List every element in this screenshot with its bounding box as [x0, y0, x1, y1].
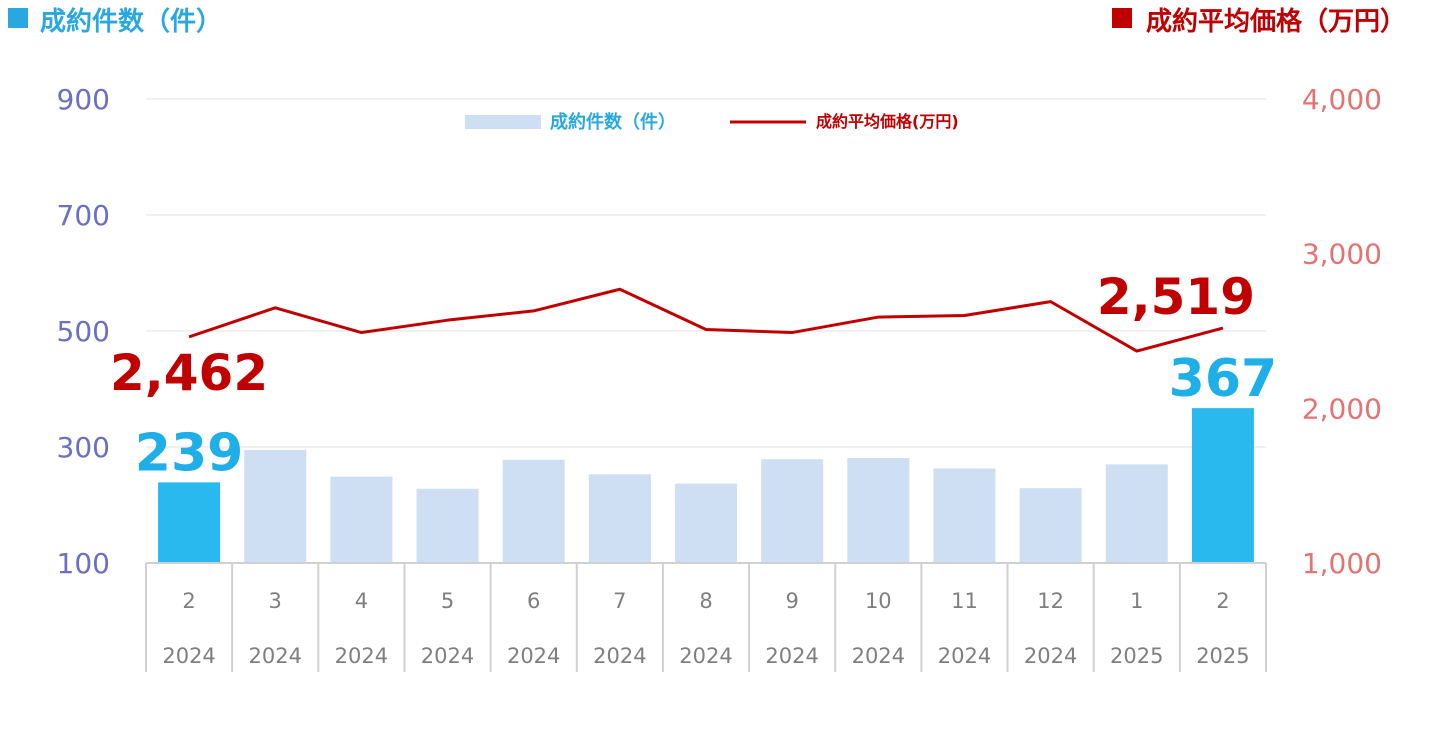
left-tick-label: 700 [57, 199, 110, 232]
right-title-square-icon [1112, 8, 1132, 28]
right-axis-title: 成約平均価格（万円） [1112, 6, 1406, 37]
category-month-label: 2 [1216, 589, 1229, 613]
left-axis-ticks: 100 300 500 700 900 [57, 83, 110, 580]
legend: 成約件数（件） 成約平均価格(万円) [465, 111, 959, 133]
category-year-label: 2024 [249, 644, 302, 668]
category-month-label: 7 [613, 589, 626, 613]
legend-bar-swatch [465, 115, 541, 129]
category-month-label: 9 [785, 589, 798, 613]
category-month-label: 4 [355, 589, 368, 613]
right-axis-ticks: 1,000 2,000 3,000 4,000 [1302, 83, 1382, 580]
category-year-label: 2024 [765, 644, 818, 668]
right-title-text: 成約平均価格（万円） [1146, 6, 1406, 37]
bar [502, 459, 565, 563]
data-label: 367 [1169, 349, 1278, 409]
bar [847, 458, 910, 563]
left-tick-label: 300 [57, 431, 110, 464]
bar [675, 483, 737, 563]
left-tick-label: 100 [57, 547, 110, 580]
category-year-label: 2024 [507, 644, 560, 668]
category-year-label: 2024 [938, 644, 991, 668]
bar [416, 488, 479, 563]
data-label: 2,519 [1097, 268, 1255, 326]
category-month-label: 11 [951, 589, 978, 613]
data-label: 239 [135, 423, 244, 483]
right-tick-label: 4,000 [1302, 83, 1382, 116]
bar [761, 459, 824, 563]
category-year-label: 2024 [162, 644, 215, 668]
data-label: 2,462 [110, 344, 268, 402]
price-line [188, 287, 1224, 353]
category-axis-table: 2 2024 3 2024 4 2024 5 2024 6 2024 7 2024 8 2024 9 2024… [145, 562, 1267, 672]
bar [1191, 408, 1254, 563]
legend-line-label: 成約平均価格(万円) [816, 112, 959, 131]
right-tick-label: 3,000 [1302, 238, 1382, 271]
bar [1019, 488, 1082, 563]
category-year-label: 2024 [421, 644, 474, 668]
left-tick-label: 900 [57, 83, 110, 116]
category-month-label: 10 [865, 589, 892, 613]
left-title-text: 成約件数（件） [40, 6, 222, 37]
category-month-label: 6 [527, 589, 540, 613]
left-axis-title: 成約件数（件） [8, 6, 222, 37]
category-year-label: 2024 [852, 644, 905, 668]
category-year-label: 2025 [1196, 644, 1249, 668]
data-labels: 239 367 2,462 2,519 [110, 268, 1277, 483]
category-month-label: 3 [269, 589, 282, 613]
bar [158, 482, 221, 563]
category-year-label: 2024 [335, 644, 388, 668]
bar-series [158, 408, 1254, 563]
left-tick-label: 500 [57, 315, 110, 348]
legend-bar-label: 成約件数（件） [550, 111, 676, 133]
category-year-label: 2024 [679, 644, 732, 668]
right-tick-label: 2,000 [1302, 392, 1382, 425]
category-month-label: 8 [699, 589, 712, 613]
bar [330, 476, 393, 563]
category-year-label: 2024 [1024, 644, 1077, 668]
right-tick-label: 1,000 [1302, 547, 1382, 580]
bar [244, 449, 307, 563]
line-series [188, 287, 1224, 353]
left-title-square-icon [8, 8, 28, 28]
category-month-label: 12 [1037, 589, 1064, 613]
bar [1105, 464, 1168, 563]
gridlines [146, 98, 1266, 448]
category-year-label: 2025 [1110, 644, 1163, 668]
category-year-label: 2024 [593, 644, 646, 668]
category-month-label: 5 [441, 589, 454, 613]
category-month-label: 2 [182, 589, 195, 613]
bar [588, 474, 651, 563]
bar [933, 468, 996, 563]
category-month-label: 1 [1130, 589, 1143, 613]
